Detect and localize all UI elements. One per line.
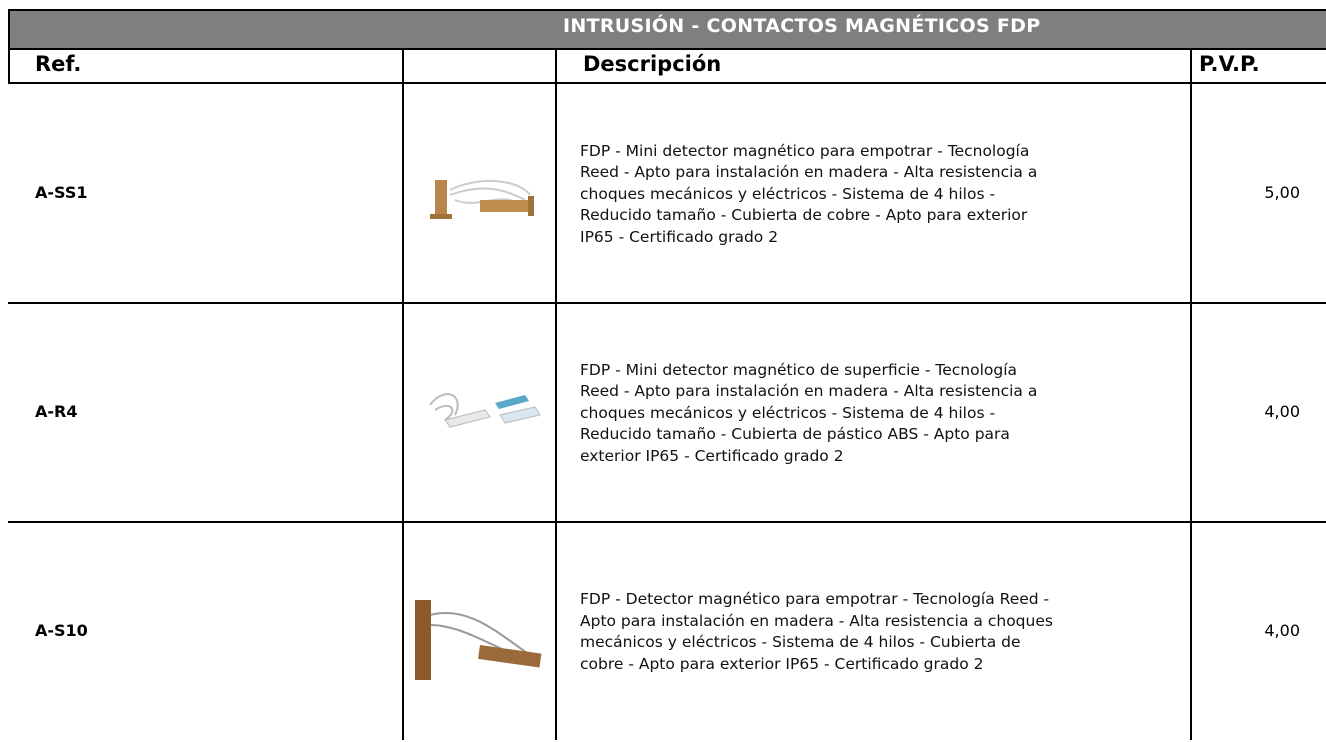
reference: A-S10 [35, 620, 88, 640]
description-line: cobre - Apto para exterior IP65 - Certif… [580, 655, 984, 674]
description-line: choques mecánicos y eléctricos - Sistema… [580, 184, 996, 203]
price: 5,00 [1264, 182, 1300, 202]
column-divider [402, 302, 404, 521]
description: FDP - Mini detector magnético para empot… [580, 141, 1185, 249]
description-line: Reducido tamaño - Cubierta de pástico AB… [580, 425, 1010, 444]
description-line: Reed - Apto para instalación en madera -… [580, 382, 1038, 401]
product-image [430, 179, 534, 219]
description-line: choques mecánicos y eléctricos - Sistema… [580, 403, 996, 422]
column-divider [555, 521, 557, 740]
column-divider [555, 302, 557, 521]
price: 4,00 [1264, 620, 1300, 640]
price: 4,00 [1264, 401, 1300, 421]
description-line: IP65 - Certificado grado 2 [580, 227, 779, 246]
description-line: mecánicos y eléctricos - Sistema de 4 hi… [580, 633, 1021, 652]
description-line: Apto para instalación en madera - Alta r… [580, 611, 1053, 630]
description-line: FDP - Detector magnético para empotrar -… [580, 590, 1050, 609]
table-title: INTRUSIÓN - CONTACTOS MAGNÉTICOS FDP [563, 15, 1041, 37]
reference: A-SS1 [35, 182, 88, 202]
header-row [8, 48, 1326, 84]
reference: A-R4 [35, 401, 78, 421]
column-divider [1190, 48, 1192, 84]
row-divider [8, 302, 1326, 304]
description-line: Reed - Apto para instalación en madera -… [580, 163, 1038, 182]
description-line: FDP - Mini detector magnético de superfi… [580, 360, 1018, 379]
description: FDP - Detector magnético para empotrar -… [580, 589, 1185, 675]
row-divider [8, 521, 1326, 523]
column-divider [555, 48, 557, 84]
product-image [429, 393, 541, 428]
column-divider [555, 83, 557, 302]
column-header: P.V.P. [1199, 52, 1260, 76]
description-line: exterior IP65 - Certificado grado 2 [580, 446, 844, 465]
column-divider [402, 48, 404, 84]
column-divider [402, 521, 404, 740]
column-divider [1190, 521, 1192, 740]
description-line: Reducido tamaño - Cubierta de cobre - Ap… [580, 206, 1028, 225]
description-line: FDP - Mini detector magnético para empot… [580, 141, 1030, 160]
column-divider [1190, 302, 1192, 521]
title-band [8, 9, 1326, 49]
column-divider [1190, 83, 1192, 302]
column-header: Ref. [35, 52, 82, 76]
column-divider [402, 83, 404, 302]
column-header: Descripción [583, 52, 722, 76]
description: FDP - Mini detector magnético de superfi… [580, 360, 1185, 468]
product-image [415, 600, 542, 680]
